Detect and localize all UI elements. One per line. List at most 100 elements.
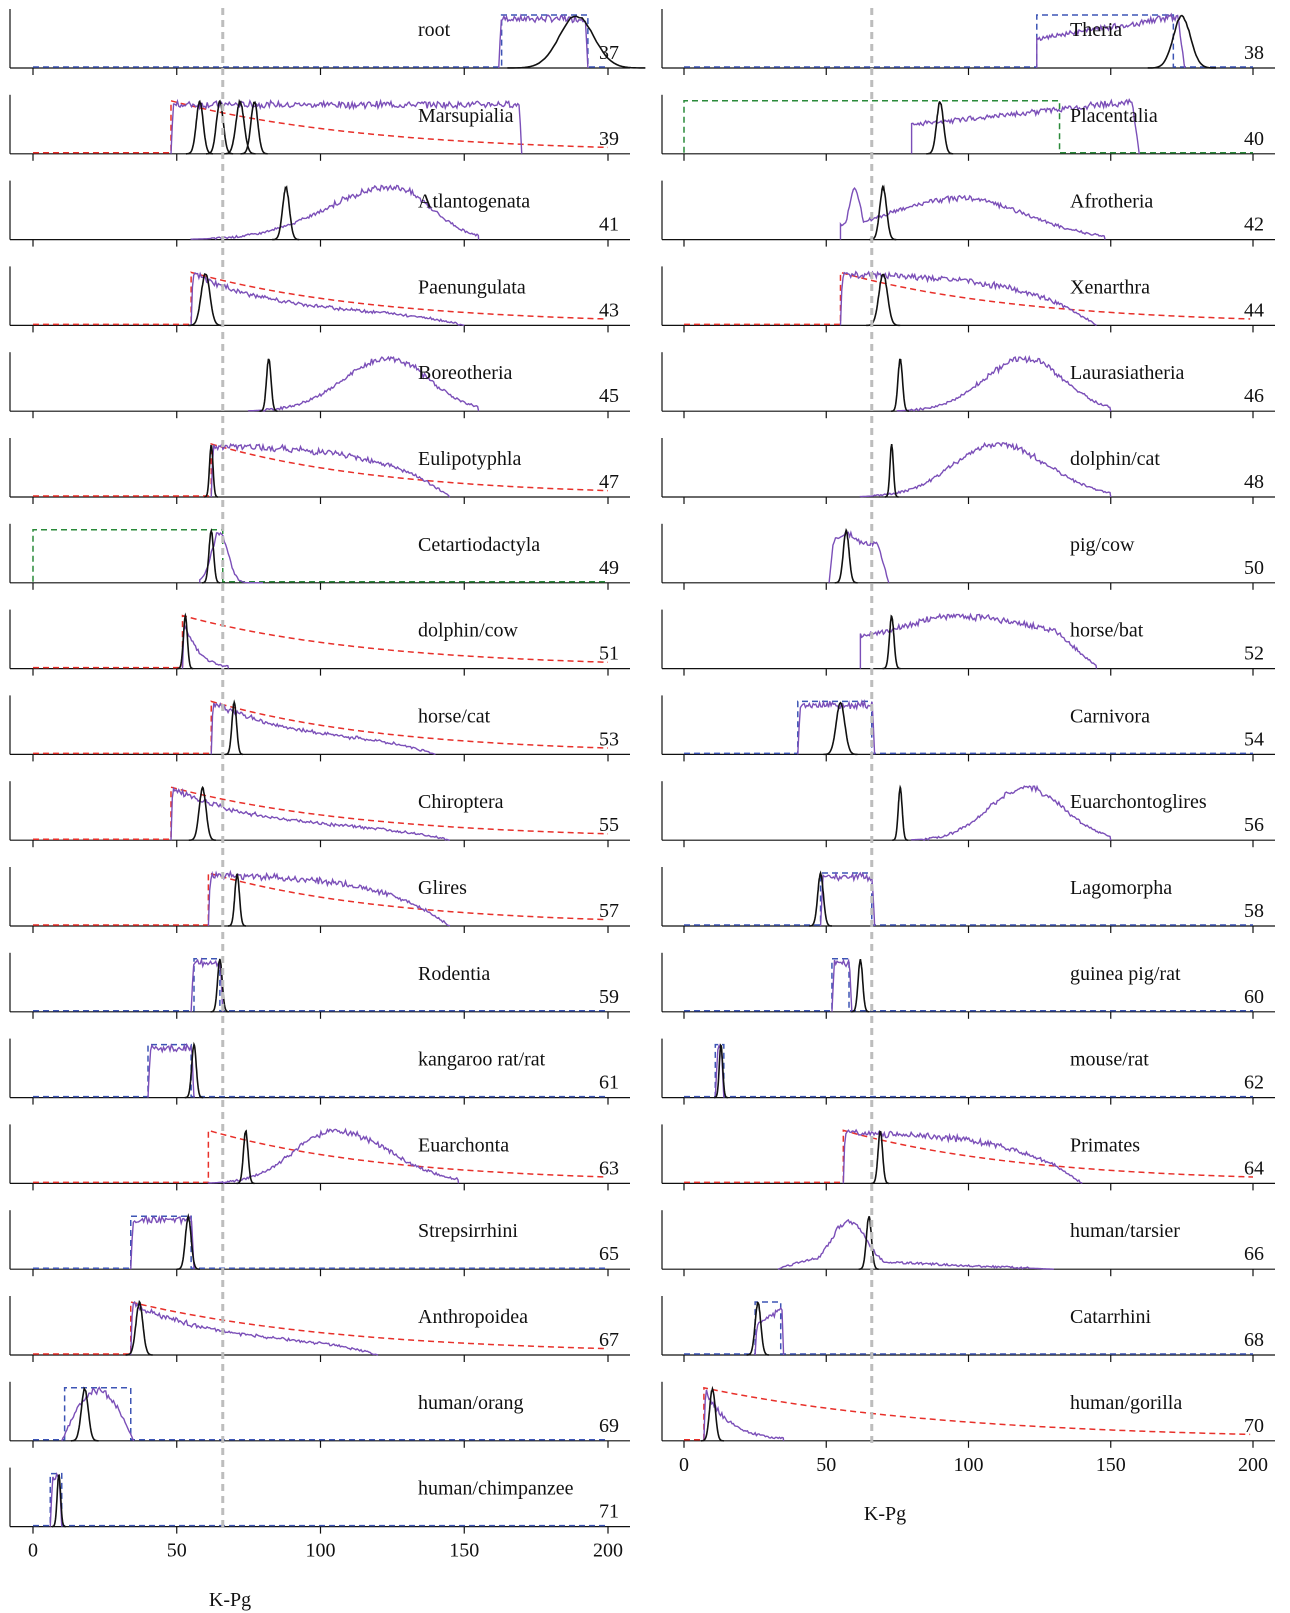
panel-70: human/gorilla 70 [662,1382,1275,1448]
panel-number: 53 [599,728,619,750]
panel-number: 45 [599,385,619,407]
panel-number: 54 [1244,728,1264,750]
fossil-calibration-curve [507,16,645,68]
panel-clade-label: Carnivora [1070,705,1150,727]
x-tick-label: 200 [1238,1454,1268,1476]
prior-curve [33,1130,605,1182]
panel-clade-label: Laurasiatheria [1070,362,1184,384]
panel-clade-label: horse/bat [1070,620,1144,642]
panel-37: root 37 [10,9,645,75]
panel-clade-label: Xenarthra [1070,276,1150,298]
panel-45: Boreotheria 45 [10,352,630,418]
panel-38: Theria 38 [662,9,1275,75]
panel-47: Eulipotyphla 47 [10,438,630,504]
x-axes-layer: 0 50 100 150 2000 50 100 150 200 [28,1454,1268,1562]
panel-48: dolphin/cat48 [662,438,1275,504]
panel-63: Euarchonta 63 [10,1124,630,1190]
panel-clade-label: Euarchonta [418,1134,509,1156]
panel-50: pig/cow50 [662,524,1275,590]
panel-clade-label: Atlantogenata [418,191,530,213]
x-axis-label-left: K-Pg [209,1589,251,1611]
panel-number: 58 [1244,900,1264,922]
fossil-calibration-curve [206,101,233,154]
panel-62: mouse/rat 62 [662,1039,1275,1105]
prior-curve [684,101,1253,153]
x-tick-label: 200 [593,1540,623,1562]
panel-61: kangaroo rat/rat 61 [10,1039,630,1105]
panel-number: 62 [1244,1072,1264,1094]
panel-clade-label: Paenungulata [418,276,526,298]
panel-number: 55 [599,814,619,836]
panel-65: Strepsirrhini65 [10,1210,630,1276]
panel-52: horse/bat 52 [662,610,1275,676]
x-tick-label: 50 [167,1540,187,1562]
panel-clade-label: Anthropoidea [418,1306,528,1328]
panel-number: 39 [599,128,619,150]
panel-49: Cetartiodactyla49 [10,524,630,590]
prior-curve [33,959,608,1011]
panel-68: Catarrhini 68 [662,1296,1275,1362]
panel-clade-label: root [418,19,451,41]
prior-curve [684,1302,1253,1354]
fossil-calibration-curve [260,359,278,411]
panel-clade-label: Catarrhini [1070,1306,1152,1328]
x-tick-label: 0 [28,1540,38,1562]
panels-layer: root37 Marsupialia 39 Atlantogenata41 Paenun… [10,9,1275,1534]
panel-number: 67 [599,1329,619,1351]
prior-curve [33,444,608,496]
panel-clade-label: Euarchontoglires [1070,791,1207,813]
panel-number: 57 [599,900,619,922]
panel-clade-label: Glires [418,877,467,899]
panel-number: 47 [599,471,619,493]
panel-clade-label: human/orang [418,1392,524,1414]
fossil-calibration-curve [892,787,908,840]
panel-46: Laurasiatheria46 [662,352,1275,418]
panel-number: 70 [1244,1415,1264,1437]
panel-number: 48 [1244,471,1264,493]
panel-number: 63 [599,1157,619,1179]
panel-56: Euarchontoglires 56 [662,781,1275,847]
fossil-calibration-curve [871,1132,889,1184]
panel-53: horse/cat 53 [10,695,630,761]
fossil-calibration-curve [177,1216,200,1269]
x-tick-label: 50 [816,1454,836,1476]
fossil-calibration-curve [885,444,899,497]
panel-clade-label: Theria [1070,19,1122,41]
prior-curve [33,616,608,668]
posterior-curve [778,1220,1054,1269]
fossil-calibration-curve [1148,16,1216,68]
panel-clade-label: Lagomorpha [1070,877,1172,899]
x-tick-label: 100 [306,1540,336,1562]
panel-41: Atlantogenata 41 [10,181,630,247]
panel-clade-label: Placentalia [1070,105,1158,127]
panel-57: Glires 57 [10,867,630,933]
x-tick-label: 150 [449,1540,479,1562]
prior-curve [33,1216,608,1268]
prior-curve [684,15,1253,67]
panel-clade-label: human/tarsier [1070,1220,1180,1242]
panel-clade-label: mouse/rat [1070,1049,1149,1071]
posterior-curve [148,1045,194,1098]
panel-clade-label: dolphin/cow [418,620,519,642]
panel-clade-label: human/gorilla [1070,1392,1182,1414]
panel-number: 60 [1244,986,1264,1008]
panel-44: Xenarthra 44 [662,266,1275,332]
panel-51: dolphin/cow 51 [10,610,630,676]
panel-number: 52 [1244,643,1264,665]
panel-number: 44 [1244,299,1264,321]
panel-clade-label: Boreotheria [418,362,513,384]
fossil-calibration-curve [71,1389,99,1441]
panel-clade-label: Marsupialia [418,105,514,127]
posterior-curve [840,188,1105,239]
panel-number: 42 [1244,214,1264,236]
posterior-curve [131,1302,378,1355]
panel-number: 51 [599,643,619,665]
posterior-curve [821,873,875,926]
panel-clade-label: Chiroptera [418,791,504,813]
panel-59: Rodentia 59 [10,953,630,1019]
x-tick-label: 0 [679,1454,689,1476]
fossil-calibration-curve [883,616,901,668]
panel-71: human/chimpanzee71 [10,1468,630,1534]
x-axis-label-right: K-Pg [864,1503,906,1525]
panel-55: Chiroptera 55 [10,781,630,847]
